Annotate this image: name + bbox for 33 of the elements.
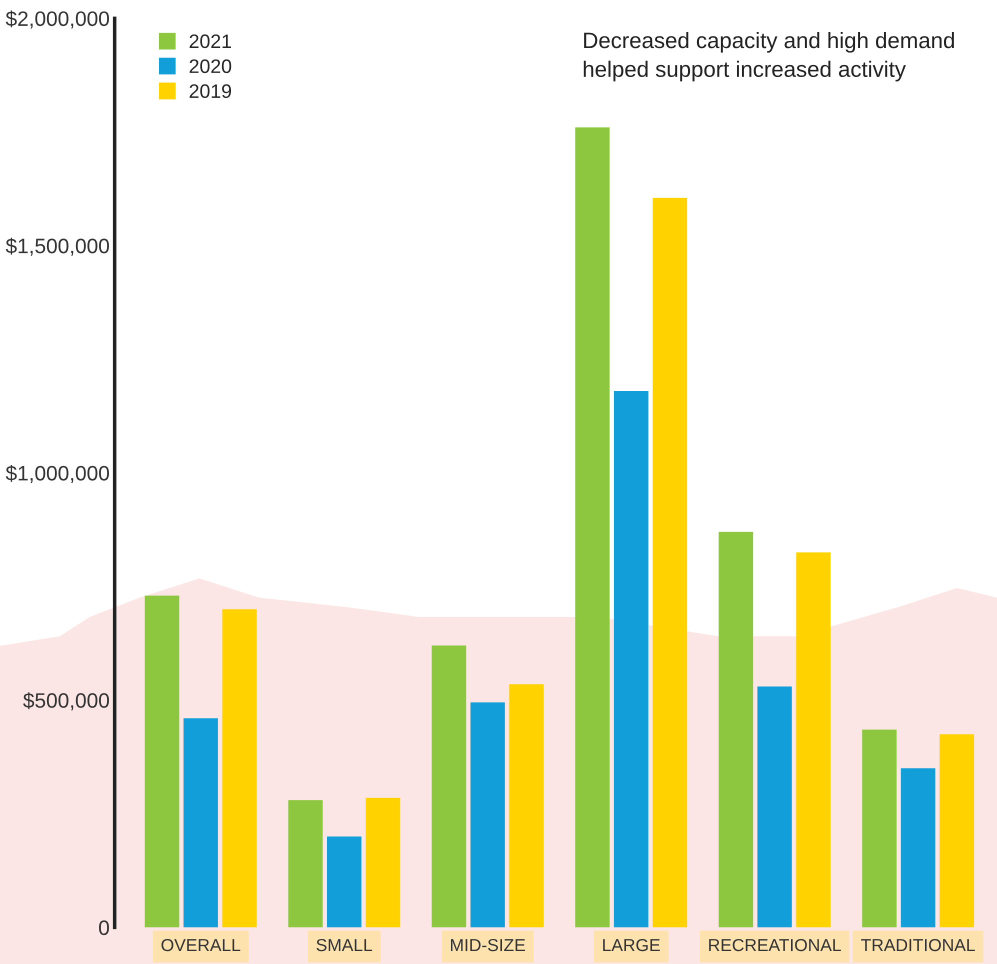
bar	[796, 552, 831, 928]
bar	[326, 836, 362, 928]
bar	[184, 718, 218, 928]
bar	[432, 646, 466, 928]
x-tick-label: SMALL	[316, 938, 372, 952]
y-tick-label: $500,000	[23, 692, 109, 710]
x-tick-label: MID-SIZE	[451, 938, 526, 952]
y-tick-label: $1,500,000	[6, 238, 109, 256]
annotation: Decreased capacity and high demand helped support increased activity	[584, 32, 954, 82]
y-tick-label: $1,000,000	[6, 464, 109, 484]
bar	[366, 798, 400, 928]
bar	[652, 198, 688, 928]
x-tick-label: TRADITIONAL	[861, 938, 975, 952]
y-tick-label: 0	[99, 920, 109, 936]
bar	[470, 702, 505, 928]
x-tick-label: RECREATIONAL	[709, 938, 841, 952]
bar	[144, 596, 180, 928]
x-tick-label: LARGE	[603, 938, 660, 952]
bar	[940, 734, 974, 928]
x-tick-label: OVERALL	[162, 938, 240, 952]
legend-label: 2019	[190, 84, 232, 98]
bar	[575, 127, 610, 928]
bar	[509, 684, 544, 928]
bar	[614, 391, 648, 928]
bar	[900, 768, 936, 928]
legend-label: 2021	[190, 34, 231, 48]
bar	[757, 686, 792, 928]
bar	[862, 730, 897, 928]
legend-label: 2020	[190, 59, 232, 74]
bar	[222, 609, 257, 928]
y-tick-label: $2,000,000	[6, 10, 109, 29]
bar	[288, 800, 323, 928]
bar	[718, 532, 754, 928]
